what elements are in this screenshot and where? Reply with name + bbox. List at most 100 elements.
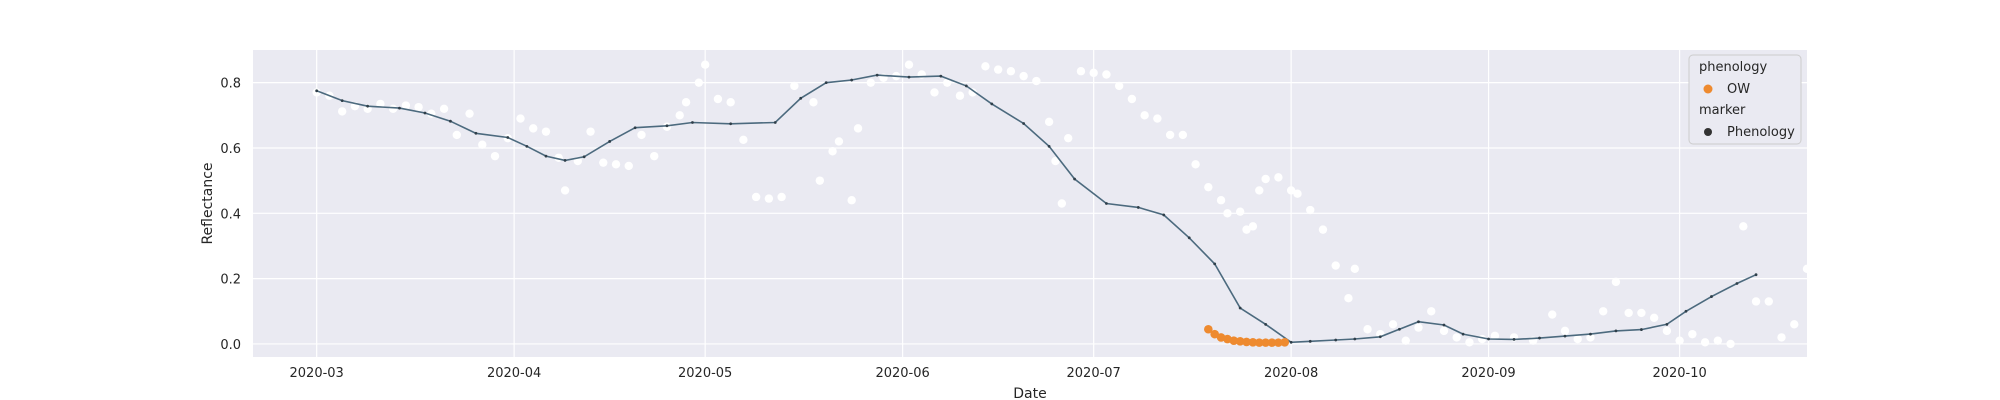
observation-point <box>1700 338 1710 347</box>
observation-point <box>439 104 449 113</box>
legend-box <box>1688 54 1802 145</box>
smoothed-curve-point <box>1047 144 1051 148</box>
smoothed-curve-point <box>1162 213 1166 217</box>
smoothed-curve-point <box>1710 295 1713 298</box>
observation-point <box>1363 325 1372 334</box>
smoothed-curve-point <box>850 78 854 82</box>
observation-point <box>700 60 710 69</box>
observation-point <box>1216 196 1226 205</box>
observation-point <box>1802 264 1812 274</box>
smoothed-curve-point <box>1264 322 1268 326</box>
smoothed-curve-point <box>1417 320 1420 324</box>
x-tick-label: 2020-10 <box>1652 366 1706 381</box>
observation-point <box>1573 334 1582 344</box>
smoothed-curve-point <box>608 140 612 143</box>
observation-point <box>955 91 965 100</box>
observation-point <box>541 127 551 136</box>
smoothed-curve-point <box>1512 337 1516 341</box>
phenology-point <box>1280 338 1290 347</box>
smoothed-curve-point <box>1238 306 1242 310</box>
legend-title-phenology: phenology <box>1699 60 1767 75</box>
observation-point <box>1114 81 1124 91</box>
observation-point <box>1331 261 1340 270</box>
smoothed-curve-point <box>1442 323 1446 327</box>
phenology-point <box>1229 336 1239 345</box>
observation-point <box>834 137 844 146</box>
x-axis-ticks: 2020-03 2020-04 2020-05 2020-06 2020-07 2020-… <box>290 366 1707 381</box>
observation-point <box>1102 70 1111 79</box>
observation-point <box>560 186 570 195</box>
smoothed-curve-point <box>1640 328 1643 331</box>
phenology-point <box>1267 338 1277 347</box>
smoothed-curve-point <box>1589 332 1592 336</box>
observation-point <box>1751 297 1761 306</box>
smoothed-curve-point <box>939 74 943 78</box>
legend-marker-phenology <box>1704 128 1712 136</box>
observation-point <box>1293 189 1302 198</box>
observation-point <box>452 130 462 140</box>
observation-point <box>1019 71 1028 81</box>
phenology-point <box>1254 338 1264 347</box>
smoothed-curve-point <box>1334 338 1338 342</box>
observation-point <box>1191 160 1200 169</box>
observation-points <box>312 60 1812 349</box>
observation-point <box>809 98 818 107</box>
smoothed-curve-point <box>1684 309 1688 313</box>
phenology-point <box>1210 329 1219 339</box>
observation-point <box>1611 277 1621 287</box>
smoothed-curve-point <box>1754 273 1758 277</box>
grid-lines <box>253 50 1807 357</box>
observation-point <box>1624 308 1633 318</box>
legend-marker-ow <box>1703 84 1713 94</box>
y-tick-label: 0.4 <box>220 207 241 222</box>
smoothed-curve-point <box>907 75 911 79</box>
observation-point <box>1057 199 1067 208</box>
smoothed-curve-point <box>1665 322 1669 326</box>
y-tick-label: 0.2 <box>220 273 241 288</box>
observation-point <box>414 102 423 112</box>
x-tick-label: 2020-03 <box>290 366 344 381</box>
smoothed-curve-point <box>582 155 586 159</box>
observation-point <box>1235 207 1245 216</box>
smoothed-curve-point <box>990 102 994 106</box>
x-axis-label: Date <box>1013 386 1046 400</box>
smoothed-curve-point <box>525 144 529 148</box>
smoothed-curve-point <box>315 89 319 93</box>
observation-point <box>1713 336 1723 345</box>
observation-point <box>675 111 684 120</box>
observation-point <box>993 65 1003 74</box>
observation-point <box>376 99 385 109</box>
y-tick-label: 0.8 <box>220 77 241 92</box>
smoothed-curve-group <box>315 73 1758 344</box>
smoothed-curve-point <box>773 121 777 124</box>
observation-point <box>1388 320 1398 329</box>
observation-point <box>968 88 977 97</box>
smoothed-curve-point <box>729 122 733 126</box>
observation-point <box>764 194 774 203</box>
smoothed-curve-point <box>1136 206 1140 209</box>
smoothed-curve-point <box>633 126 637 130</box>
observation-point <box>815 176 825 185</box>
observation-point <box>465 109 474 118</box>
observation-point <box>1006 67 1016 76</box>
observation-point <box>516 114 525 123</box>
observation-point <box>1032 76 1041 86</box>
phenology-point <box>1204 324 1213 334</box>
observation-point <box>1560 326 1570 336</box>
smoothed-curve-point <box>1105 202 1108 205</box>
observation-point <box>904 60 914 69</box>
observation-point <box>1140 111 1149 120</box>
smoothed-curve-point <box>1073 177 1076 181</box>
smoothed-curve-point <box>691 121 694 124</box>
observation-point <box>1255 186 1264 195</box>
observation-point <box>1223 209 1232 218</box>
observation-point <box>1790 320 1799 329</box>
observation-point <box>637 130 646 140</box>
observation-point <box>1439 326 1449 336</box>
observation-point <box>853 124 863 133</box>
smoothed-curve-point <box>1187 236 1191 240</box>
observation-point <box>1248 222 1258 231</box>
phenology-point <box>1261 338 1270 347</box>
observation-point <box>1127 94 1137 104</box>
observation-point <box>1586 333 1595 342</box>
